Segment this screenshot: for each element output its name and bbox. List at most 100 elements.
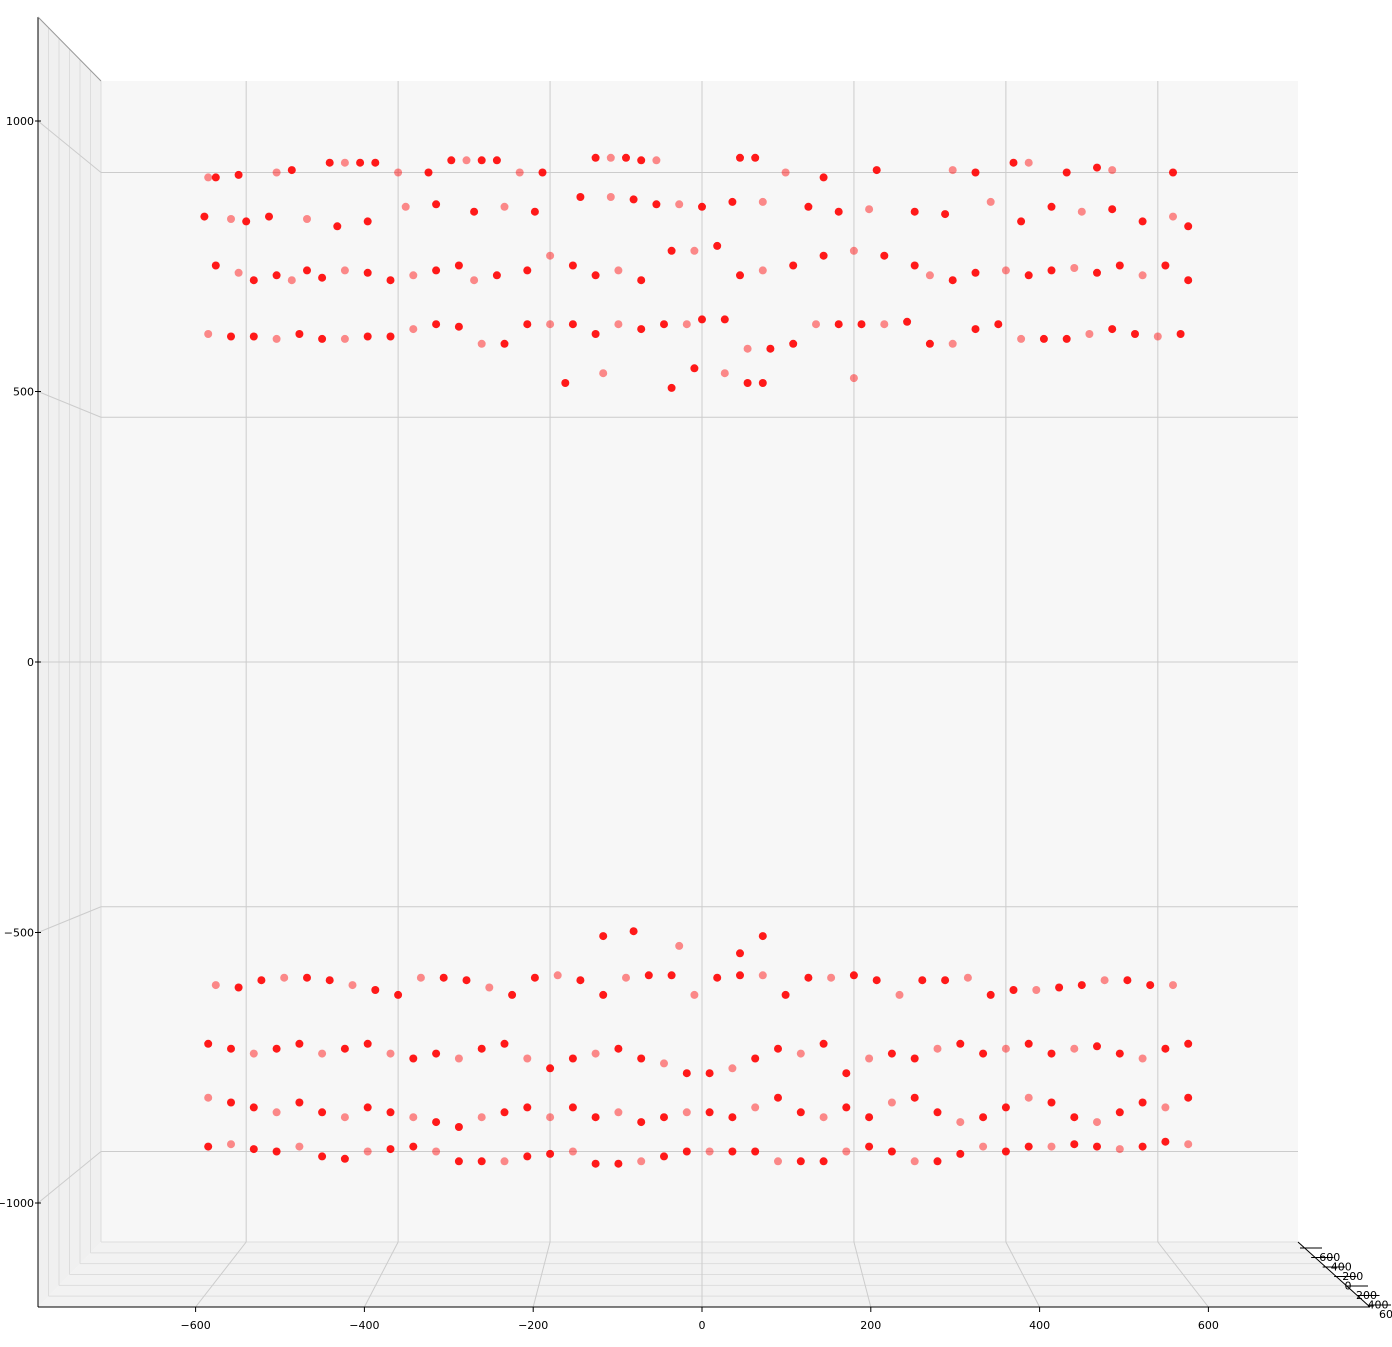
data-point (371, 158, 380, 167)
data-point (1184, 276, 1193, 285)
data-point (774, 1093, 782, 1102)
data-point (667, 246, 676, 255)
data-point (1184, 222, 1193, 231)
data-point (1047, 1049, 1056, 1058)
data-point (538, 168, 547, 177)
data-point (477, 1157, 486, 1166)
data-point (386, 332, 395, 341)
data-point (956, 1149, 965, 1158)
data-point (546, 1064, 555, 1073)
data-point (568, 1147, 577, 1156)
data-point (568, 320, 577, 329)
data-point (849, 246, 858, 255)
data-point (477, 156, 486, 165)
data-point (903, 317, 912, 326)
data-point (530, 207, 539, 216)
data-point (409, 1142, 418, 1151)
data-point (804, 973, 813, 982)
data-point (1115, 1049, 1124, 1058)
data-points (200, 153, 1193, 1168)
data-point (1047, 202, 1056, 211)
data-point (774, 1157, 782, 1166)
data-point (1161, 261, 1170, 270)
data-point (660, 320, 668, 329)
z-tick-label: 1000 (6, 115, 34, 128)
data-point (1093, 1142, 1101, 1151)
data-point (1176, 330, 1185, 338)
data-point (1093, 163, 1101, 172)
data-point (979, 1142, 988, 1151)
data-point (546, 320, 555, 329)
x-floor-grid-line (1005, 1241, 1041, 1308)
data-point (622, 153, 630, 162)
data-point (865, 1142, 874, 1151)
data-point (751, 1147, 760, 1156)
data-point (500, 1108, 509, 1117)
data-point (637, 1054, 646, 1063)
data-point (272, 1044, 281, 1053)
data-point (614, 1108, 623, 1117)
data-point (789, 261, 798, 270)
data-point (728, 1147, 737, 1156)
data-point (1093, 1042, 1101, 1051)
x-tick-label: −400 (349, 1319, 379, 1332)
data-point (523, 1054, 532, 1063)
data-point (910, 207, 919, 216)
data-point (713, 973, 722, 982)
data-point (204, 1039, 213, 1048)
data-point (1093, 1118, 1101, 1127)
data-point (872, 976, 881, 985)
data-point (295, 330, 304, 338)
data-point (644, 971, 653, 980)
data-point (971, 268, 980, 277)
data-point (1184, 1093, 1193, 1102)
z-side-grid-line (37, 906, 102, 933)
data-point (227, 1140, 235, 1149)
data-point (925, 339, 934, 348)
data-point (530, 973, 539, 982)
data-point (1108, 325, 1117, 334)
data-point (1009, 158, 1018, 167)
x-floor-grid-line (532, 1241, 551, 1308)
data-point (910, 1093, 919, 1102)
data-point (1055, 983, 1064, 992)
data-point (234, 170, 243, 179)
data-point (933, 1157, 942, 1166)
data-point (941, 210, 950, 219)
data-point (690, 990, 699, 999)
data-point (1138, 217, 1147, 226)
data-point (1108, 166, 1117, 175)
data-point (340, 158, 349, 167)
data-point (508, 990, 517, 999)
data-point (454, 261, 463, 270)
data-point (599, 932, 608, 941)
data-point (910, 261, 919, 270)
data-point (956, 1039, 965, 1048)
data-point (272, 271, 281, 280)
data-point (705, 1069, 714, 1078)
data-point (1169, 981, 1177, 990)
z-tick-label: 0 (27, 656, 34, 669)
data-point (849, 971, 858, 980)
data-point (303, 973, 311, 982)
data-point (842, 1147, 851, 1156)
data-point (933, 1044, 942, 1053)
data-point (1138, 1098, 1147, 1107)
data-point (1009, 986, 1018, 994)
data-point (470, 207, 479, 216)
data-point (325, 976, 334, 985)
data-point (698, 202, 706, 211)
data-point (454, 1123, 463, 1131)
data-point (774, 1044, 782, 1053)
data-point (1047, 1142, 1056, 1151)
data-point (812, 320, 820, 329)
data-point (500, 1039, 509, 1048)
data-point (796, 1157, 805, 1166)
data-point (470, 276, 479, 285)
data-point (1024, 158, 1033, 167)
data-point (925, 271, 934, 280)
data-point (682, 320, 691, 329)
data-point (933, 1108, 942, 1117)
data-point (667, 971, 676, 980)
data-point (1077, 981, 1086, 990)
